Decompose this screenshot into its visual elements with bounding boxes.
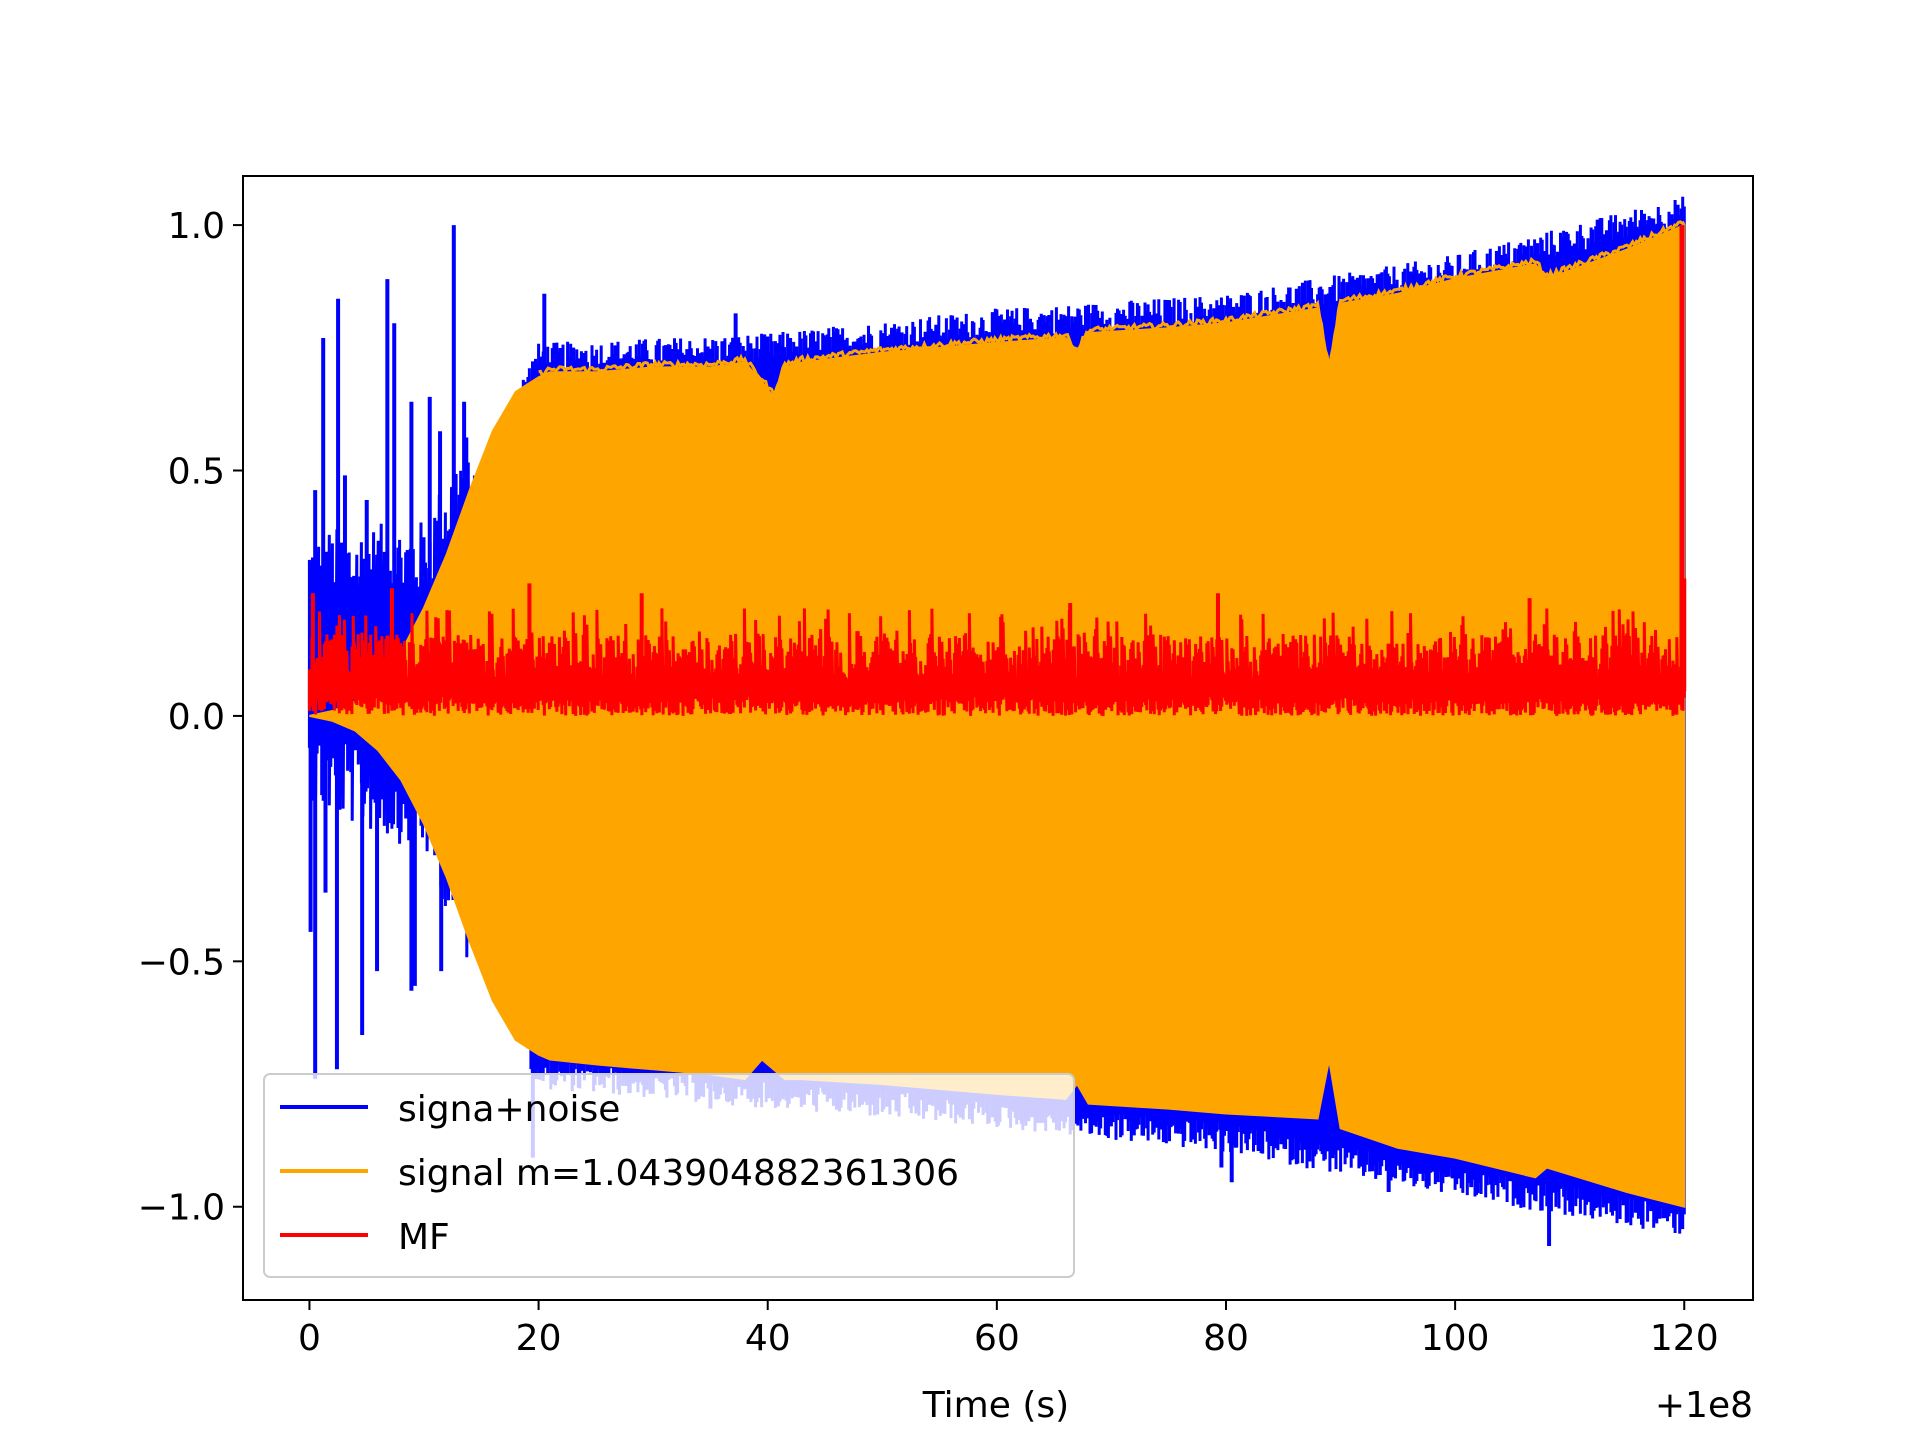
axes-frame bbox=[242, 175, 1754, 1301]
x-tick-label: 120 bbox=[1650, 1318, 1719, 1359]
legend-box bbox=[263, 1073, 1075, 1278]
x-tick-label: 40 bbox=[745, 1318, 791, 1359]
signal-upper-edge bbox=[538, 220, 1686, 396]
signal-oscillation-fill bbox=[309, 223, 1686, 1208]
x-tick-label: 100 bbox=[1421, 1318, 1490, 1359]
x-axis-offset-label: +1e8 bbox=[1655, 1385, 1753, 1426]
y-tick-label: −0.5 bbox=[138, 942, 225, 983]
x-tick-label: 0 bbox=[298, 1318, 321, 1359]
y-tick-label: 1.0 bbox=[168, 206, 225, 247]
series-mf bbox=[307, 225, 1687, 716]
y-axis-ticks: 1.0 0.5 0.0 −0.5 −1.0 bbox=[138, 206, 243, 1229]
series-signal bbox=[309, 220, 1686, 1208]
x-axis-label: Time (s) bbox=[922, 1385, 1069, 1426]
legend-label-signal-noise: signa+noise bbox=[398, 1089, 620, 1130]
legend: signa+noise signal m=1.043904882361306 M… bbox=[263, 1073, 1075, 1278]
x-tick-label: 20 bbox=[516, 1318, 562, 1359]
y-tick-label: 0.5 bbox=[168, 451, 225, 492]
x-axis-ticks: 0 20 40 60 80 100 120 bbox=[298, 1300, 1719, 1359]
x-tick-label: 60 bbox=[974, 1318, 1020, 1359]
legend-label-mf: MF bbox=[398, 1217, 450, 1258]
plot-area bbox=[307, 196, 1687, 1247]
x-tick-label: 80 bbox=[1203, 1318, 1249, 1359]
y-tick-label: 0.0 bbox=[168, 697, 225, 738]
mf-line bbox=[307, 608, 1686, 716]
legend-label-signal: signal m=1.043904882361306 bbox=[398, 1153, 959, 1194]
y-tick-label: −1.0 bbox=[138, 1188, 225, 1229]
